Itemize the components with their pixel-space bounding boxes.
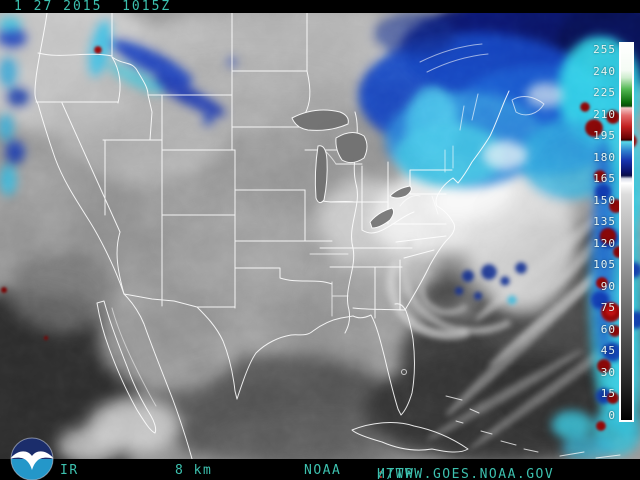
state-borders xyxy=(34,12,621,475)
url-path: //WWW.GOES.NOAA.GOV xyxy=(377,467,555,480)
colorbar-ticks: 255 240 225 210 195 180 165 150 135 120 … xyxy=(560,44,616,421)
colorbar-tick: 135 xyxy=(593,215,616,229)
colorbar-tick: 165 xyxy=(593,172,616,186)
timestamp-bar: 1 27 2015 1015Z xyxy=(0,0,640,13)
status-bar: IR 8 km NOAA HTTP://WWW.GOES.NOAA.GOV xyxy=(0,459,640,480)
colorbar-tick: 210 xyxy=(593,107,616,121)
noaa-logo xyxy=(10,437,54,480)
timestamp-text: 1 27 2015 1015Z xyxy=(14,0,172,14)
url-colon: : xyxy=(377,467,387,480)
url-scheme: HTTP xyxy=(377,467,415,480)
colorbar-tick: 45 xyxy=(600,344,616,358)
colorbar-tick: 60 xyxy=(600,322,616,336)
colorbar-tick: 150 xyxy=(593,193,616,207)
colorbar-tick: 255 xyxy=(593,43,616,56)
colorbar-tick: 195 xyxy=(593,129,616,143)
colorbar-gradient xyxy=(619,42,634,422)
colorbar-tick: 120 xyxy=(593,236,616,250)
colorbar-tick: 180 xyxy=(593,150,616,164)
colorbar-tick: 240 xyxy=(593,64,616,78)
colorbar-tick: 90 xyxy=(600,279,616,293)
product-label: IR xyxy=(60,463,79,478)
colorbar-tick: 225 xyxy=(593,86,616,100)
logo-gull-icon xyxy=(11,451,53,470)
colorbar-tick: 30 xyxy=(600,365,616,379)
colorbar-tick: 0 xyxy=(608,408,616,422)
logo-ring xyxy=(10,437,54,480)
colorbar-tick: 15 xyxy=(600,387,616,401)
colorbar-tick: 75 xyxy=(600,301,616,315)
colorbar-tick: 105 xyxy=(593,258,616,272)
resolution-label: 8 km xyxy=(175,463,213,478)
agency-label: NOAA xyxy=(304,463,342,478)
